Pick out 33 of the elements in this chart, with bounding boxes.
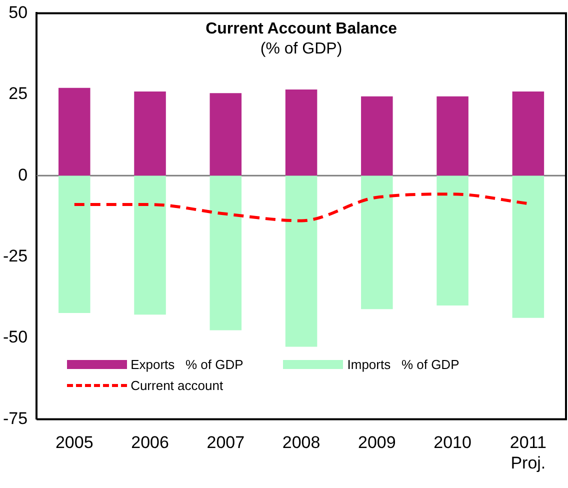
x-tick-label: 2008 [282,433,320,452]
bar [285,176,318,347]
bar [285,90,318,176]
y-tick-label: 25 [8,84,28,104]
bar [436,176,468,306]
x-tick-label: 2007 [206,433,245,452]
x-tick-label: 2005 [55,433,94,452]
y-tick-label: -50 [2,328,28,347]
legend-label: Exports % of GDP [130,357,244,372]
text: Current Account Balance [206,20,398,38]
text: (% of GDP) [260,40,342,58]
x-tick-label: 2011 Proj. [510,433,546,472]
bar [210,93,242,176]
bar [58,176,90,313]
bar [361,176,393,310]
x-tick-label: 2006 [131,433,169,452]
legend-label: Imports % of GDP [347,357,460,372]
bar [210,176,242,330]
legend-label: Current account [130,378,224,394]
bar [512,176,544,318]
line-series [72,192,530,222]
bar [361,96,393,176]
x-tick-label: 2009 [358,433,396,452]
bar [512,91,544,176]
y-tick-label: 0 [18,165,28,184]
bar [134,91,166,176]
bar [58,88,90,176]
bar [436,96,468,176]
y-tick-label: 50 [8,2,28,22]
bar [134,176,166,315]
x-tick-label: 2010 [434,433,472,452]
y-tick-label: -25 [2,246,28,266]
y-tick-label: -75 [2,408,28,428]
